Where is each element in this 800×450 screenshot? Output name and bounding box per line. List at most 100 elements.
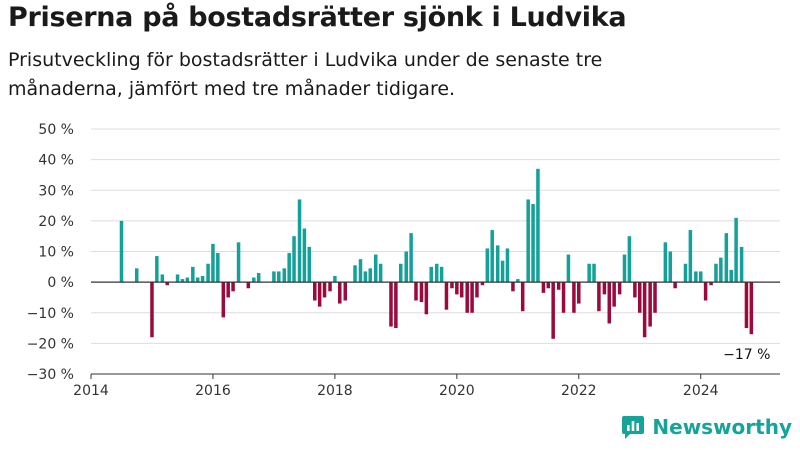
bar [272, 271, 276, 283]
bar [429, 266, 433, 283]
y-tick-label: −20 % [27, 336, 74, 352]
y-tick-label: 10 % [38, 245, 74, 261]
bar [688, 230, 693, 283]
bar [317, 282, 322, 307]
bar [313, 282, 317, 301]
bar [414, 282, 418, 301]
bar [617, 282, 622, 295]
newsworthy-logo-icon [622, 416, 645, 439]
bar [353, 265, 357, 283]
bar [409, 233, 413, 283]
bar [444, 282, 449, 310]
bar [119, 220, 124, 283]
chart-subtitle: Prisutveckling för bostadsrätter i Ludvi… [8, 49, 603, 100]
bar [587, 263, 591, 283]
bars-group [119, 168, 754, 339]
bar [485, 248, 490, 283]
bar [653, 282, 657, 313]
bar [668, 251, 673, 283]
bar [541, 282, 546, 293]
bar [424, 282, 429, 315]
bar [561, 282, 566, 313]
bar [739, 246, 744, 283]
y-tick-label: 20 % [38, 214, 74, 230]
bar [724, 233, 729, 283]
bar [450, 282, 454, 289]
bar [333, 276, 337, 283]
y-tick-label: −10 % [27, 306, 74, 322]
bar [398, 263, 403, 283]
bar [511, 282, 515, 292]
bar [252, 277, 256, 283]
bar [231, 282, 235, 292]
bar [638, 282, 642, 313]
bar [465, 282, 469, 313]
bar [520, 282, 525, 312]
bar [505, 248, 510, 283]
last-value-label: −17 % [723, 347, 770, 363]
bar [612, 282, 616, 307]
bar [134, 268, 139, 283]
bar [551, 282, 555, 339]
bar [389, 282, 393, 327]
newsworthy-logo-text: Newsworthy [652, 415, 792, 439]
bar [694, 271, 698, 283]
bar [211, 243, 215, 283]
bar [373, 254, 378, 283]
bar [531, 204, 535, 283]
bar [394, 282, 398, 329]
bar [343, 282, 348, 301]
y-tick-label: −30 % [27, 367, 74, 383]
x-tick-label: 2014 [73, 383, 109, 399]
bar [221, 282, 226, 318]
bar [572, 282, 576, 313]
bar [536, 168, 540, 283]
bar [642, 282, 647, 338]
bar [292, 236, 296, 283]
bar [516, 279, 520, 283]
x-tick-label: 2024 [683, 383, 719, 399]
bar [150, 282, 154, 338]
bar [246, 282, 251, 289]
bar [592, 263, 596, 283]
bar [180, 279, 185, 283]
axes-group: 50 %40 %30 %20 %10 %0 %−10 %−20 %−30 %20… [27, 122, 780, 399]
bar [404, 251, 408, 283]
bar [206, 263, 210, 283]
bar [622, 254, 627, 283]
bar [155, 256, 159, 283]
bar [719, 257, 723, 283]
bar [338, 282, 342, 304]
bar [556, 282, 561, 290]
bar [175, 274, 180, 283]
bar [663, 242, 668, 283]
bar [459, 282, 464, 298]
bar [455, 282, 459, 295]
bar [648, 282, 652, 327]
bar [287, 253, 291, 283]
bar [490, 230, 494, 283]
bar [277, 271, 281, 283]
bar [714, 263, 718, 283]
bar [191, 266, 195, 283]
chart-title: Priserna på bostadsrätter sjönk i Ludvik… [8, 2, 627, 33]
bar [200, 276, 205, 283]
bar [602, 282, 607, 295]
bar [475, 282, 479, 298]
x-tick-label: 2020 [439, 383, 475, 399]
bar [434, 263, 439, 283]
bar [749, 282, 754, 335]
bar [195, 277, 200, 283]
bar [363, 271, 368, 283]
bar [322, 282, 327, 298]
x-tick-label: 2018 [317, 383, 353, 399]
bar [480, 282, 485, 286]
bar [307, 246, 312, 283]
y-tick-label: 40 % [38, 153, 74, 169]
bar [577, 282, 581, 304]
bar [709, 282, 713, 286]
bar [226, 282, 230, 298]
bar [302, 228, 307, 283]
y-tick-label: 30 % [38, 183, 74, 199]
